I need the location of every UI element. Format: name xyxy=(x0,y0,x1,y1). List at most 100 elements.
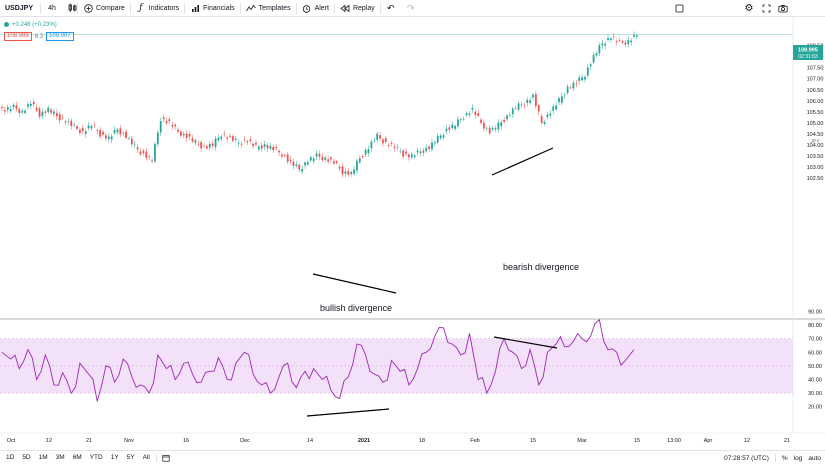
candle-body xyxy=(612,36,615,38)
settings-button[interactable]: ⚙ xyxy=(744,0,754,17)
candle-body xyxy=(185,133,188,138)
timeframe-button[interactable]: YTD xyxy=(89,454,103,461)
replay-button[interactable]: Replay xyxy=(335,0,380,17)
toolbar-divider xyxy=(77,2,78,14)
log-scale-toggle[interactable]: log xyxy=(793,454,803,462)
candle-body xyxy=(390,143,393,144)
toolbar-divider xyxy=(184,2,186,14)
time-tick-label: Nov xyxy=(124,438,134,444)
bullish-rsi-trendline[interactable] xyxy=(306,408,390,417)
rsi-tick-label: 70.00 xyxy=(808,337,822,343)
candle-body xyxy=(396,146,399,148)
candle-body xyxy=(483,122,485,129)
timeframe-button[interactable]: 1Y xyxy=(110,454,119,461)
candle-body xyxy=(563,94,566,96)
time-axis[interactable]: Oct 12 21 Nov 16 Dec 14 2021 18 Feb 15 Mar 15 13:00 Ap… xyxy=(0,17,825,444)
symbol-search-button[interactable]: USDJPY xyxy=(0,0,40,17)
candle-body xyxy=(246,141,249,143)
timeframe-button[interactable]: 1D xyxy=(6,454,15,461)
candle-body xyxy=(520,104,523,106)
candle-body xyxy=(465,113,468,116)
candle-body xyxy=(526,99,529,104)
candle-body xyxy=(9,109,12,112)
candle-body xyxy=(635,35,638,37)
utc-clock[interactable]: 07:28:57 (UTC) xyxy=(724,454,769,462)
currency-label: JPY xyxy=(810,139,820,145)
time-tick-label: 13:00 xyxy=(667,438,681,444)
sell-price-button[interactable]: 108.989 xyxy=(4,32,32,41)
indicators-label: Indicators xyxy=(148,4,180,12)
bearish-rsi-trendline[interactable] xyxy=(493,336,558,349)
timeframe-button[interactable]: 5Y xyxy=(126,454,135,461)
timeframe-button[interactable]: 6M xyxy=(72,454,82,461)
time-tick-label: 15 xyxy=(530,438,536,444)
templates-button[interactable]: Templates xyxy=(241,0,296,17)
bullish-divergence-label: bullish divergence xyxy=(320,303,392,313)
candle-body xyxy=(70,120,73,126)
bearish-price-trendline[interactable] xyxy=(491,147,554,176)
candle-body xyxy=(266,145,269,149)
timeframe-button[interactable]: All xyxy=(142,454,150,461)
candle-body xyxy=(448,127,451,130)
auto-scale-toggle[interactable]: auto xyxy=(808,454,821,462)
bullish-price-trendline[interactable] xyxy=(312,273,397,294)
candle-body xyxy=(353,169,355,174)
timeframe-button[interactable]: 3M xyxy=(55,454,65,461)
indicators-button[interactable]: ƒ Indicators xyxy=(131,0,184,17)
layout-toggle-button[interactable] xyxy=(674,0,684,17)
rsi-axis[interactable]: 90.00 80.00 70.00 60.00 50.00 40.00 30.00 20.00 xyxy=(808,310,822,411)
candle-body xyxy=(413,155,416,158)
candle-body xyxy=(431,142,433,150)
candle-body xyxy=(586,67,589,76)
candle-body xyxy=(220,136,223,139)
candle-body xyxy=(503,119,506,122)
square-icon xyxy=(674,4,684,14)
snapshot-button[interactable] xyxy=(778,0,788,17)
candle-body xyxy=(55,112,58,117)
candle-body xyxy=(301,169,304,172)
redo-button[interactable]: ↷ xyxy=(401,0,421,17)
price-axis[interactable]: 108.50108.00107.50107.00106.50106.00105.… xyxy=(807,44,824,183)
price-tick-label: 107.50 xyxy=(807,66,824,72)
candle-body xyxy=(53,111,55,115)
candle-body xyxy=(29,103,32,106)
time-tick-label: Feb xyxy=(470,438,479,444)
candle-body xyxy=(439,135,442,139)
chart-canvas[interactable]: 108.50108.00107.50107.00106.50106.00105.… xyxy=(0,17,825,450)
timeframe-button[interactable]: 1M xyxy=(38,454,48,461)
financials-button[interactable]: Financials xyxy=(185,0,240,17)
plus-circle-icon xyxy=(83,3,93,13)
fullscreen-button[interactable] xyxy=(761,0,771,17)
candle-body xyxy=(546,114,549,118)
candle-body xyxy=(543,121,546,125)
price-tick-label: 103.50 xyxy=(807,154,824,160)
candle-body xyxy=(165,121,168,124)
candle-body xyxy=(255,142,257,145)
buy-price-button[interactable]: 109.007 xyxy=(46,32,74,41)
percent-scale-toggle[interactable]: % xyxy=(781,454,788,462)
date-range-icon[interactable] xyxy=(161,453,171,463)
candle-body xyxy=(180,131,182,136)
candle-body xyxy=(278,150,280,153)
camera-icon xyxy=(778,4,788,14)
candle-body xyxy=(182,133,185,136)
replay-icon xyxy=(340,3,350,13)
rsi-tick-label: 90.00 xyxy=(808,310,822,316)
candle-body xyxy=(422,150,425,153)
alert-button[interactable]: Alert xyxy=(297,0,334,17)
timeframe-button[interactable]: 5D xyxy=(22,454,31,461)
current-price-value: 108.995 xyxy=(798,48,818,54)
undo-button[interactable]: ↶ xyxy=(381,0,401,17)
candle-body xyxy=(630,40,633,43)
compare-button[interactable]: Compare xyxy=(78,0,130,17)
candle-body xyxy=(174,124,177,127)
interval-button[interactable]: 4h xyxy=(41,0,63,17)
candles-icon xyxy=(68,3,77,13)
candle-body xyxy=(514,108,517,109)
candle-body xyxy=(79,129,81,133)
chart-type-button[interactable] xyxy=(63,0,77,17)
toolbar-divider xyxy=(40,2,41,14)
candle-body xyxy=(168,119,171,122)
time-tick-label: Dec xyxy=(240,438,250,444)
candle-body xyxy=(139,151,142,155)
